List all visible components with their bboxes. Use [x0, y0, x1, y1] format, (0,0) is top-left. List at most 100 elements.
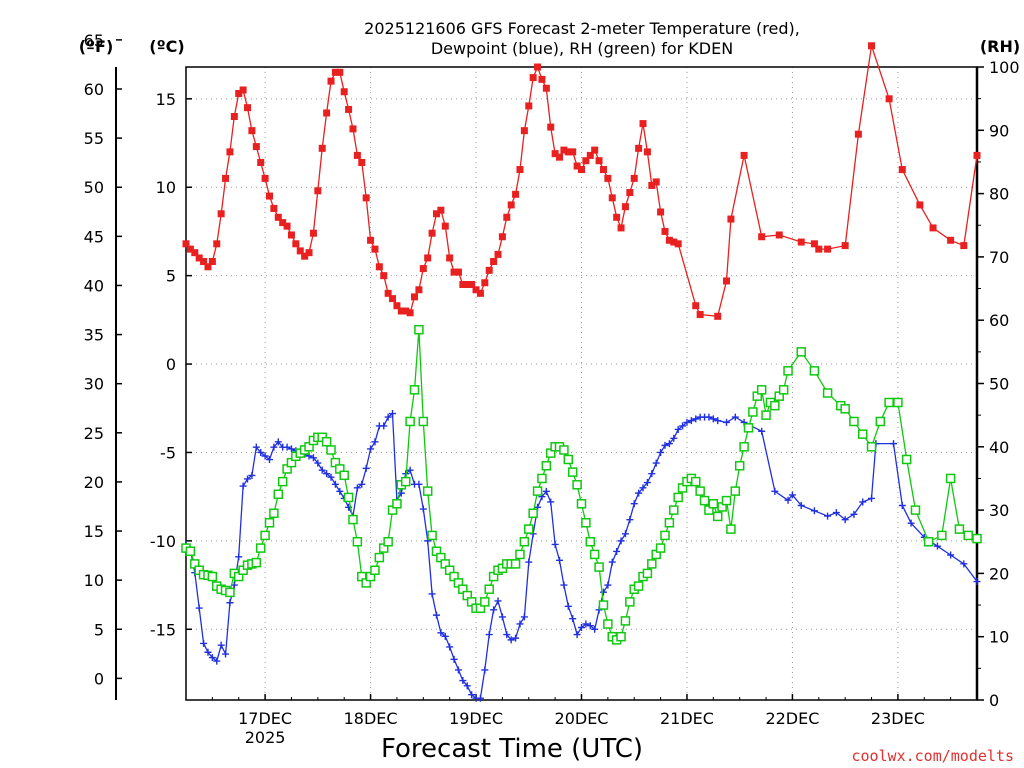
dewpoint-marker — [947, 551, 955, 559]
x-tick-label: 17DEC — [238, 709, 292, 728]
dewpoint-marker — [248, 471, 256, 479]
fahrenheit-tick-label: 55 — [84, 129, 104, 148]
rh-marker — [849, 416, 859, 427]
rh-marker — [563, 454, 574, 465]
dewpoint-marker — [657, 448, 665, 456]
rh-marker — [945, 473, 956, 484]
series-temperature — [182, 42, 981, 320]
dewpoint-marker — [287, 445, 295, 453]
rh-marker — [524, 524, 534, 534]
celsius-tick-label: -15 — [150, 620, 176, 639]
dewpoint-marker — [463, 682, 471, 690]
dewpoint-marker — [235, 553, 243, 561]
temperature-marker — [441, 222, 449, 230]
fahrenheit-tick-label: 60 — [84, 80, 104, 99]
dewpoint-marker — [222, 650, 230, 658]
temperature-marker — [450, 268, 458, 276]
fahrenheit-tick-label: 10 — [84, 571, 104, 590]
rh-marker — [405, 416, 415, 427]
temperature-marker — [573, 162, 581, 170]
dewpoint-marker — [551, 540, 559, 548]
temperature-marker — [301, 252, 309, 260]
temperature-marker — [283, 222, 291, 230]
rh-marker — [796, 347, 806, 357]
dewpoint-marker — [933, 542, 941, 550]
temperature-marker — [362, 194, 370, 202]
rh-marker — [923, 537, 934, 547]
temperature-marker — [402, 307, 410, 315]
temperature-marker — [916, 201, 924, 209]
dewpoint-marker — [898, 502, 906, 510]
rh-marker — [422, 486, 433, 496]
dewpoint-marker — [832, 509, 840, 517]
rh-marker — [726, 524, 736, 534]
temperature-marker — [389, 295, 397, 303]
temperature-marker — [226, 148, 234, 156]
temperature-marker — [239, 86, 247, 94]
dewpoint-marker — [907, 519, 915, 527]
temperature-marker — [582, 157, 590, 165]
rh-marker — [370, 565, 380, 575]
temperature-marker — [208, 257, 216, 265]
dewpoint-marker — [665, 440, 673, 448]
dewpoint-marker — [960, 560, 968, 568]
temperature-marker — [520, 127, 528, 135]
dewpoint-marker — [705, 413, 713, 421]
dewpoint-marker — [674, 425, 682, 433]
dewpoint-marker — [639, 484, 647, 492]
fahrenheit-tick-label: 15 — [84, 522, 104, 541]
dewpoint-marker — [520, 613, 528, 621]
dewpoint-marker — [244, 475, 252, 483]
temperature-marker — [498, 233, 506, 241]
dewpoint-marker — [428, 590, 436, 598]
dewpoint-marker — [459, 677, 467, 685]
temperature-marker — [270, 204, 278, 212]
dewpoint-marker — [784, 496, 792, 504]
rh-marker — [352, 537, 363, 547]
temperature-marker — [564, 148, 572, 156]
dewpoint-marker — [485, 631, 493, 639]
rh-marker — [589, 549, 600, 560]
temperature-marker — [534, 63, 542, 71]
temperature-marker — [547, 123, 555, 131]
rh-marker — [673, 492, 683, 503]
rh-marker — [783, 366, 793, 376]
temperature-marker — [252, 143, 260, 151]
temperature-marker — [257, 158, 265, 166]
dewpoint-marker — [498, 613, 506, 621]
dewpoint-marker — [432, 611, 440, 619]
x-tick-label: 20DEC — [555, 709, 609, 728]
rh-marker — [572, 480, 582, 490]
temperature-marker — [542, 84, 550, 92]
temperature-marker — [569, 148, 577, 156]
dewpoint-marker — [454, 666, 462, 674]
rh-marker — [576, 499, 587, 509]
temperature-marker — [599, 166, 607, 174]
dewpoint-marker — [389, 410, 397, 418]
temperature-marker — [454, 268, 462, 276]
dewpoint-marker — [621, 530, 629, 538]
temperature-marker — [323, 109, 331, 117]
rh-marker — [414, 324, 424, 335]
dewpoint-marker — [771, 487, 779, 495]
temperature-marker — [841, 242, 849, 250]
dewpoint-marker — [687, 417, 695, 425]
rh-marker — [642, 568, 653, 579]
rh-marker — [712, 511, 723, 522]
dewpoint-marker — [758, 427, 766, 435]
rh-marker — [392, 499, 402, 509]
dewpoint-marker — [512, 634, 520, 642]
dewpoint-marker — [200, 639, 208, 647]
dewpoint-marker — [380, 422, 388, 430]
dewpoint-marker — [709, 415, 717, 423]
temperature-marker — [217, 210, 225, 218]
series-rh — [181, 324, 982, 645]
dewpoint-marker — [265, 456, 273, 464]
dewpoint-marker — [591, 625, 599, 633]
temperature-marker — [397, 307, 405, 315]
temperature-marker — [358, 158, 366, 166]
rh-marker — [743, 423, 754, 433]
rh-marker — [963, 530, 973, 541]
temperature-marker — [463, 280, 471, 288]
temperature-marker — [446, 254, 454, 262]
